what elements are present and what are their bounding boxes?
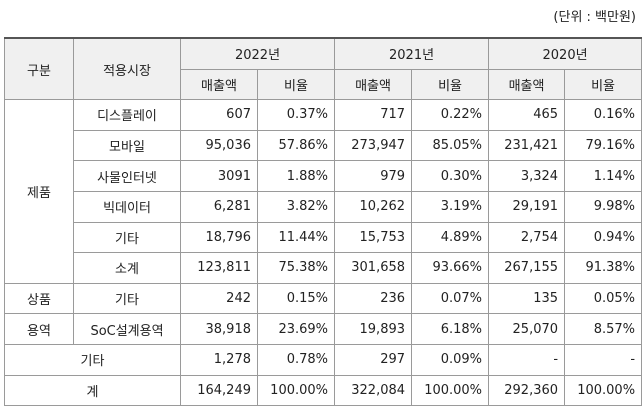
value-cell: 135 (488, 282, 566, 315)
value-cell: - (488, 343, 566, 376)
value-cell: 100.00% (256, 374, 336, 406)
table-row: 모바일 95,036 57.86% 273,947 85.05% 231,421 79.16… (5, 129, 643, 162)
year-header: 2021년 (334, 37, 490, 70)
table-row: 구분 적용시장 2022년 2021년 2020년 (4, 37, 643, 101)
table-row: 빅데이터 6,281 3.82% 10,262 3.19% 29,191 9.98% (5, 190, 643, 223)
value-cell: 100.00% (411, 374, 490, 406)
table-row: 사물인터넷 3091 1.88% 979 0.30% 3,324 1.14% (5, 160, 643, 192)
value-cell: 0.22% (411, 99, 490, 131)
year-header: 2020년 (488, 37, 643, 70)
value-cell: 18,796 (180, 221, 258, 254)
header-cell: 구분 (4, 37, 74, 101)
value-cell: 10,262 (334, 190, 413, 223)
table-row: 용역 SoC설계용역 38,918 23.69% 19,893 6.18% 25,070 8.… (4, 313, 643, 345)
value-cell: 164,249 (180, 374, 258, 406)
value-cell: 1.14% (564, 160, 643, 192)
market-label: 소계 (73, 252, 181, 284)
table-row: 계 164,249 100.00% 322,084 100.00% 292,360 100.… (4, 374, 643, 406)
value-cell: 85.05% (411, 129, 490, 162)
group-label: 용역 (4, 313, 74, 345)
revenue-table: 구분 적용시장 2022년 2021년 2020년 매출액 비율 매출액 비율 매출액 비율 제품 디스… (4, 37, 643, 406)
value-cell: 1,278 (180, 343, 258, 376)
market-label: SoC설계용역 (73, 313, 181, 345)
value-cell: 322,084 (334, 374, 413, 406)
value-cell: 0.09% (411, 343, 490, 376)
value-cell: 79.16% (564, 129, 643, 162)
sub-header: 비율 (256, 68, 336, 101)
value-cell: 236 (334, 282, 413, 315)
value-cell: 6.18% (411, 313, 490, 345)
header-cell: 적용시장 (73, 37, 181, 101)
value-cell: 11.44% (256, 221, 336, 254)
value-cell: 0.16% (564, 99, 643, 131)
value-cell: 0.30% (411, 160, 490, 192)
value-cell: 123,811 (180, 252, 258, 284)
value-cell: 75.38% (256, 252, 336, 284)
table-row: 기타 1,278 0.78% 297 0.09% - - (4, 343, 643, 376)
value-cell: 0.37% (256, 99, 336, 131)
group-label: 기타 (4, 343, 181, 376)
group-label: 제품 (4, 99, 74, 284)
sub-header: 비율 (564, 68, 643, 101)
value-cell: 242 (180, 282, 258, 315)
value-cell: 4.89% (411, 221, 490, 254)
value-cell: 38,918 (180, 313, 258, 345)
value-cell: 3.82% (256, 190, 336, 223)
value-cell: 0.07% (411, 282, 490, 315)
value-cell: 0.78% (256, 343, 336, 376)
market-label: 사물인터넷 (73, 160, 181, 192)
value-cell: 301,658 (334, 252, 413, 284)
value-cell: 3,324 (488, 160, 566, 192)
value-cell: 231,421 (488, 129, 566, 162)
sub-header: 매출액 (334, 68, 413, 101)
value-cell: 273,947 (334, 129, 413, 162)
value-cell: 57.86% (256, 129, 336, 162)
value-cell: 15,753 (334, 221, 413, 254)
value-cell: 100.00% (564, 374, 643, 406)
value-cell: 607 (180, 99, 258, 131)
market-label: 기타 (73, 282, 181, 315)
value-cell: 292,360 (488, 374, 566, 406)
group-label: 상품 (4, 282, 74, 315)
value-cell: 23.69% (256, 313, 336, 345)
value-cell: 0.15% (256, 282, 336, 315)
value-cell: 0.05% (564, 282, 643, 315)
value-cell: 979 (334, 160, 413, 192)
value-cell: 717 (334, 99, 413, 131)
value-cell: 19,893 (334, 313, 413, 345)
sub-header: 비율 (411, 68, 490, 101)
market-label: 모바일 (73, 129, 181, 162)
value-cell: 91.38% (564, 252, 643, 284)
value-cell: 465 (488, 99, 566, 131)
market-label: 디스플레이 (73, 99, 181, 131)
unit-label: (단위 : 백만원) (553, 10, 636, 25)
table-row: 상품 기타 242 0.15% 236 0.07% 135 0.05% (4, 282, 643, 315)
sub-header: 매출액 (180, 68, 258, 101)
table-row: 소계 123,811 75.38% 301,658 93.66% 267,155 91.38… (5, 252, 643, 284)
table-row: 매출액 비율 매출액 비율 매출액 비율 (5, 68, 643, 101)
market-label: 빅데이터 (73, 190, 181, 223)
market-label: 기타 (73, 221, 181, 254)
value-cell: 6,281 (180, 190, 258, 223)
value-cell: 8.57% (564, 313, 643, 345)
value-cell: 1.88% (256, 160, 336, 192)
value-cell: 9.98% (564, 190, 643, 223)
sub-header: 매출액 (488, 68, 566, 101)
value-cell: 95,036 (180, 129, 258, 162)
value-cell: 93.66% (411, 252, 490, 284)
value-cell: 297 (334, 343, 413, 376)
value-cell: - (564, 343, 643, 376)
value-cell: 2,754 (488, 221, 566, 254)
table-row: 기타 18,796 11.44% 15,753 4.89% 2,754 0.94% (5, 221, 643, 254)
value-cell: 25,070 (488, 313, 566, 345)
value-cell: 3.19% (411, 190, 490, 223)
group-label: 계 (4, 374, 181, 406)
table-row: 제품 디스플레이 607 0.37% 717 0.22% 465 0.16% (4, 99, 643, 284)
value-cell: 0.94% (564, 221, 643, 254)
year-header: 2022년 (179, 37, 336, 70)
value-cell: 267,155 (488, 252, 566, 284)
value-cell: 29,191 (488, 190, 566, 223)
value-cell: 3091 (180, 160, 258, 192)
